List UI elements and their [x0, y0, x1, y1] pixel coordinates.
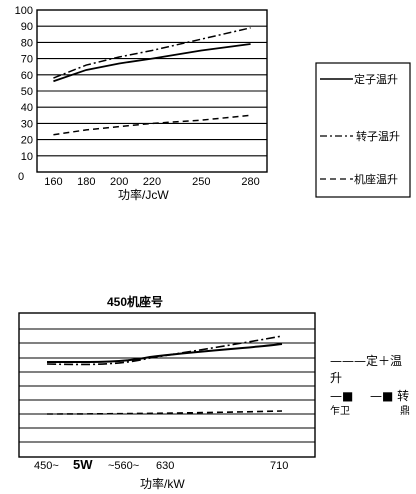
chart1-legend-frame [315, 62, 411, 198]
chart1-y-tick-label: 80 [21, 37, 33, 49]
chart2-legend-text: —■ [330, 389, 353, 403]
chart1-y-tick-label: 50 [21, 86, 33, 98]
chart1-y-tick-label: 70 [21, 54, 33, 66]
chart1-y-tick-label: 100 [15, 5, 33, 17]
chart1: 10 20 30 40 50 60 70 80 90 100 0 160 180 200 220 250 2… [15, 5, 411, 202]
chart1-origin-label: 0 [18, 171, 24, 183]
chart1-series-line-1 [53, 27, 251, 79]
chart1-legend: 定子温升 转子温升 机座温升 [315, 62, 411, 198]
chart2-gridlines [19, 328, 315, 443]
chart2-x-tick-label: 630 [156, 460, 174, 472]
chart1-y-tick-label: 40 [21, 102, 33, 114]
chart1-x-axis-label: 功率/JcW [118, 187, 169, 202]
chart2-legend-text: 鼎 [400, 405, 410, 417]
chart2-series-rotor [46, 335, 283, 366]
chart1-series-line-2 [53, 114, 251, 136]
chart2-x-tick-label: ~560~ [108, 460, 139, 472]
chart1-x-tick-label: 250 [192, 176, 210, 188]
chart1-x-tick-label: 160 [44, 176, 62, 188]
chart2-legend-text: ———定＋温 [330, 353, 402, 368]
chart1-y-tick-label: 90 [21, 21, 33, 33]
chart2-series-frame [46, 410, 283, 415]
chart2: 450机座号 450~ 5W ~560~ 630 710 功率/kW ———定＋… [18, 294, 410, 491]
chart2-legend-text: 升 [330, 371, 342, 385]
chart1-x-tick-label: 180 [77, 176, 95, 188]
chart2-frame [18, 312, 316, 458]
chart2-legend-text: —■ 转 [370, 388, 409, 403]
chart1-y-tick-label: 30 [21, 118, 33, 130]
chart1-x-tick-label: 220 [143, 176, 161, 188]
chart1-y-tick-label: 20 [21, 135, 33, 147]
chart1-gridlines [37, 25, 267, 157]
chart1-x-tick-label: 200 [110, 176, 128, 188]
chart1-y-ticks: 10 20 30 40 50 60 70 80 90 100 [15, 5, 33, 163]
chart1-y-tick-label: 60 [21, 70, 33, 82]
chart2-series-stator [46, 343, 283, 364]
chart2-x-tick-label: 710 [270, 460, 288, 472]
chart2-x-tick-label: 450~ [34, 460, 59, 472]
chart2-title: 450机座号 [107, 294, 163, 309]
chart2-x-axis-label: 功率/kW [140, 476, 185, 491]
legend-label-stator: 定子温升 [354, 72, 398, 86]
chart1-series-line-0 [53, 43, 251, 83]
chart1-x-ticks: 160 180 200 220 250 280 [44, 176, 260, 188]
legend-label-rotor: 转子温升 [356, 129, 400, 143]
chart2-legend: ———定＋温 升 —■ —■ 转 乍卫 鼎 [330, 353, 410, 417]
legend-label-frame: 机座温升 [354, 172, 398, 186]
chart2-x-tick-label: 5W [73, 457, 93, 472]
chart1-x-tick-label: 280 [241, 176, 259, 188]
chart2-legend-text: 乍卫 [330, 404, 350, 417]
chart1-series [53, 27, 251, 136]
chart1-y-tick-label: 10 [21, 151, 33, 163]
